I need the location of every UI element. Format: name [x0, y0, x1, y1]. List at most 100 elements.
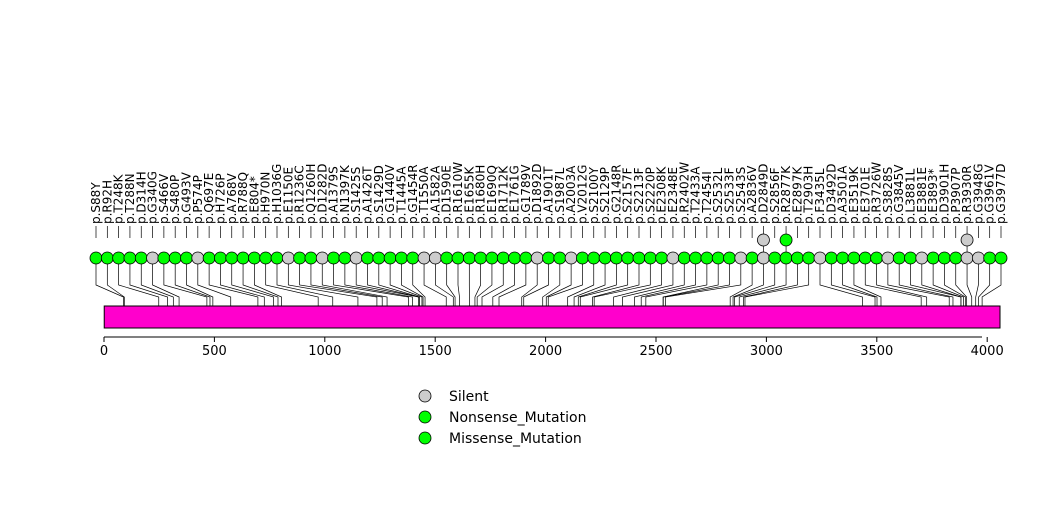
mutation-stem	[174, 258, 211, 306]
mutation-label: p.T2903H	[802, 166, 816, 224]
mutation-label: p.G2148R	[609, 164, 623, 224]
x-tick-label-4000: 4000	[971, 344, 1004, 359]
mutation-stem	[955, 258, 968, 306]
mutation-head	[881, 251, 895, 265]
mutation-label: p.S466V	[157, 173, 171, 224]
mutation-label: p.E3881E	[915, 167, 929, 224]
mutation-head	[406, 251, 420, 265]
mutation-label: p.R788Q	[236, 172, 250, 224]
mutation-stem	[593, 258, 651, 306]
mutation-head	[971, 251, 985, 265]
mutation-label: p.R3930R	[960, 165, 974, 224]
mutation-head	[428, 251, 442, 265]
mutation-stem	[208, 258, 259, 306]
mutation-label: p.S480P	[168, 175, 182, 224]
x-tick-label-0: 0	[100, 344, 108, 359]
mutation-stem	[921, 258, 962, 306]
legend-label-missense: Missense_Mutation	[449, 431, 582, 447]
mutation-stem	[476, 258, 493, 306]
legend-label-nonsense: Nonsense_Mutation	[449, 410, 586, 426]
mutation-label: p.E804*	[247, 176, 261, 224]
mutation-head	[281, 251, 295, 265]
mutation-label: p.Q697E	[202, 173, 216, 224]
mutation-stem	[163, 258, 208, 306]
mutation-label: p.R1712K	[496, 165, 510, 224]
mutation-stem	[542, 258, 561, 306]
mutation-label: p.G493V	[180, 171, 194, 224]
mutation-label: p.G1440V	[383, 164, 397, 224]
mutation-label: p.E1150E	[281, 167, 295, 224]
mutation-head	[146, 251, 159, 265]
mutation-head	[700, 251, 714, 265]
mutation-head	[757, 233, 770, 247]
mutation-stem	[665, 258, 742, 306]
mutation-head	[485, 251, 499, 265]
mutation-label: p.A3501A	[836, 165, 850, 224]
mutation-head	[621, 251, 635, 265]
mutation-stem	[622, 258, 674, 306]
mutation-label: p.S2157F	[621, 167, 635, 224]
mutation-label: p.E2308K	[655, 165, 669, 224]
mutation-stem	[276, 258, 334, 306]
mutation-stem	[401, 258, 424, 306]
mutation-label: p.S1425S	[349, 167, 363, 224]
mutation-labels: p.S88Yp.R92Hp.T248Kp.T288Np.D314Hp.G340G…	[89, 162, 1008, 224]
mutation-head	[779, 251, 793, 265]
mutation-head	[542, 251, 555, 265]
mutation-label: p.S2213F	[632, 167, 646, 224]
mutation-stem	[662, 258, 719, 306]
mutation-head	[496, 251, 510, 265]
mutation-head	[180, 251, 193, 265]
mutation-head	[949, 251, 963, 265]
mutation-stem	[231, 258, 274, 306]
mutation-head	[293, 251, 307, 265]
mutation-label: p.Q1260H	[304, 164, 318, 224]
mutation-label: p.E1655K	[462, 165, 476, 224]
mutation-heads	[89, 233, 1008, 265]
mutation-stem	[613, 258, 662, 306]
mutation-head	[247, 251, 261, 265]
mutation-label: p.A2003A	[564, 165, 578, 224]
mutation-stem	[732, 258, 764, 306]
mutation-stem	[738, 258, 787, 306]
mutation-stem	[118, 258, 160, 306]
mutation-head	[134, 251, 148, 265]
mutation-head	[349, 251, 363, 265]
mutation-head	[677, 251, 691, 265]
mutation-stem	[299, 258, 378, 306]
mutation-head	[824, 251, 838, 265]
mutation-label: p.A2836V	[745, 165, 759, 224]
mutation-label: p.R1610W	[451, 162, 465, 224]
mutation-head	[191, 251, 205, 265]
mutation-head	[768, 251, 782, 265]
mutation-head	[779, 233, 793, 247]
mutation-label: p.S2129P	[598, 167, 612, 224]
mutation-stem	[242, 258, 279, 306]
mutation-label: p.D3492D	[824, 164, 838, 224]
mutation-head	[576, 251, 589, 265]
legend-swatch-missense	[418, 431, 432, 445]
mutation-stem	[729, 258, 753, 306]
mutation-label: p.G1454R	[406, 164, 420, 224]
mutation-label: p.R2877K	[779, 165, 793, 224]
mutation-head	[564, 251, 578, 265]
mutation-head	[214, 251, 227, 265]
mutation-label: p.A1379S	[327, 166, 341, 224]
mutation-stem	[197, 258, 232, 306]
mutation-stem	[95, 258, 124, 306]
mutation-head	[157, 251, 171, 265]
mutation-head	[315, 251, 329, 265]
mutation-stem	[579, 258, 629, 306]
mutation-head	[372, 251, 386, 265]
mutation-head	[870, 251, 883, 265]
mutation-label: p.G340G	[146, 171, 160, 224]
mutation-label: p.N1397K	[338, 164, 352, 224]
mutation-label: p.D1590E	[440, 165, 454, 224]
mutation-label: p.P574P	[191, 175, 205, 224]
mutation-label: p.G3845V	[892, 164, 906, 224]
mutation-stem	[412, 258, 426, 306]
x-tick-label-3500: 3500	[860, 344, 893, 359]
mutation-stem	[662, 258, 730, 306]
mutation-label: p.P3907P	[949, 168, 963, 224]
